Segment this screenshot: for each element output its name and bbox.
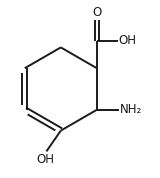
Text: OH: OH	[37, 153, 55, 166]
Text: O: O	[92, 6, 101, 19]
Text: NH₂: NH₂	[120, 103, 142, 116]
Text: OH: OH	[118, 35, 136, 48]
